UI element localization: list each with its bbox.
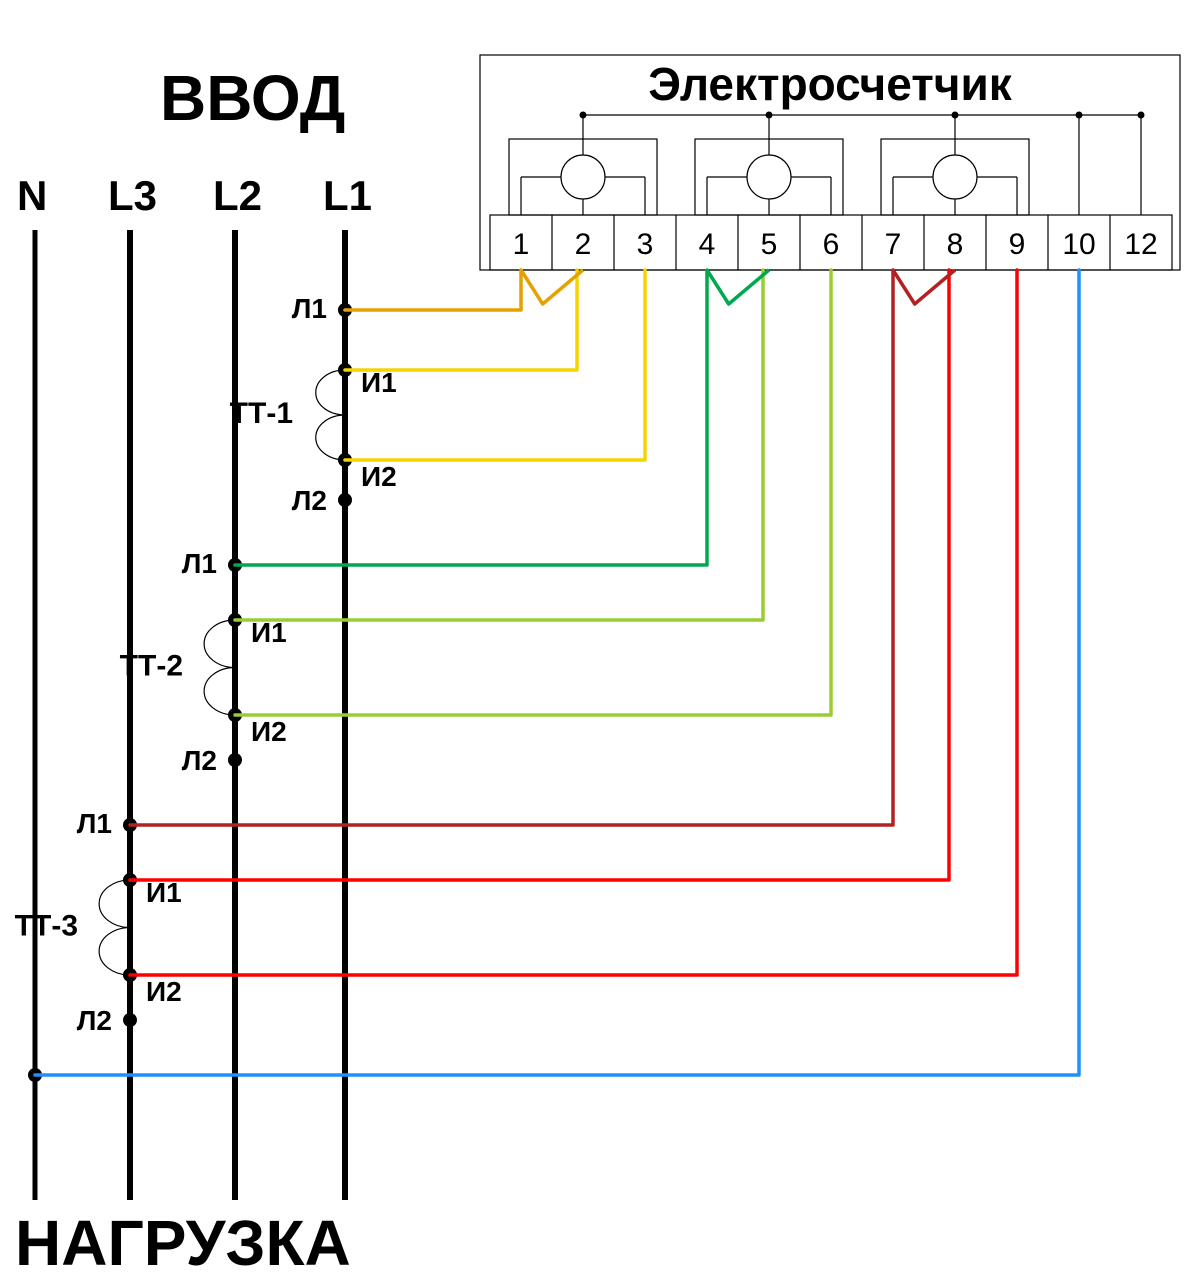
wire-TT3-I1 xyxy=(130,270,949,880)
label-L1: L1 xyxy=(323,172,372,219)
terminal-label-2: 2 xyxy=(575,228,592,261)
terminal-label-6: 6 xyxy=(823,228,840,261)
tt2-I2: И2 xyxy=(251,716,287,747)
terminal-label-4: 4 xyxy=(699,228,716,261)
tt1-L2p: Л2 xyxy=(292,485,327,516)
jumper-L2-jumper-dgreen xyxy=(707,270,769,304)
terminal-label-1: 1 xyxy=(513,228,530,261)
wire-TT1-I1 xyxy=(345,270,577,370)
wire-L1-voltage xyxy=(345,270,521,310)
label-L2: L2 xyxy=(213,172,262,219)
meter-title: Электросчетчик xyxy=(648,58,1013,110)
meter-node xyxy=(1076,112,1083,119)
terminal-label-3: 3 xyxy=(637,228,654,261)
meter-coil-2 xyxy=(747,155,791,199)
tt3-node xyxy=(123,1013,137,1027)
tt1-coil xyxy=(316,370,345,460)
label-L3: L3 xyxy=(108,172,157,219)
terminal-label-12: 12 xyxy=(1124,228,1157,261)
jumper-L3-jumper-maroon xyxy=(893,270,955,304)
tt3-coil xyxy=(99,880,130,975)
meter-node xyxy=(1138,112,1145,119)
tt3-I2: И2 xyxy=(146,976,182,1007)
tt2-coil xyxy=(204,620,235,715)
terminal-label-5: 5 xyxy=(761,228,778,261)
tt3-L2p: Л2 xyxy=(77,1005,112,1036)
label-load: НАГРУЗКА xyxy=(15,1207,351,1278)
tt2-node xyxy=(228,753,242,767)
tt3-L1p: Л1 xyxy=(77,808,112,839)
tt2-L1p: Л1 xyxy=(182,548,217,579)
meter-coil-3 xyxy=(933,155,977,199)
wire-Neutral xyxy=(35,270,1079,1075)
tt1-label: ТТ-1 xyxy=(230,397,293,430)
terminal-label-9: 9 xyxy=(1009,228,1026,261)
label-input: ВВОД xyxy=(160,62,345,134)
tt3-label: ТТ-3 xyxy=(15,910,78,943)
wire-L3-voltage xyxy=(130,270,893,825)
jumper-L1-jumper-orange xyxy=(521,270,583,304)
terminal-label-10: 10 xyxy=(1062,228,1095,261)
tt1-I2: И2 xyxy=(361,461,397,492)
tt1-L1p: Л1 xyxy=(292,293,327,324)
terminal-label-8: 8 xyxy=(947,228,964,261)
tt2-L2p: Л2 xyxy=(182,745,217,776)
meter-coil-1 xyxy=(561,155,605,199)
label-N: N xyxy=(17,172,47,219)
terminal-label-7: 7 xyxy=(885,228,902,261)
tt1-node xyxy=(338,493,352,507)
wire-TT1-I2 xyxy=(345,270,645,460)
tt2-label: ТТ-2 xyxy=(120,650,183,683)
